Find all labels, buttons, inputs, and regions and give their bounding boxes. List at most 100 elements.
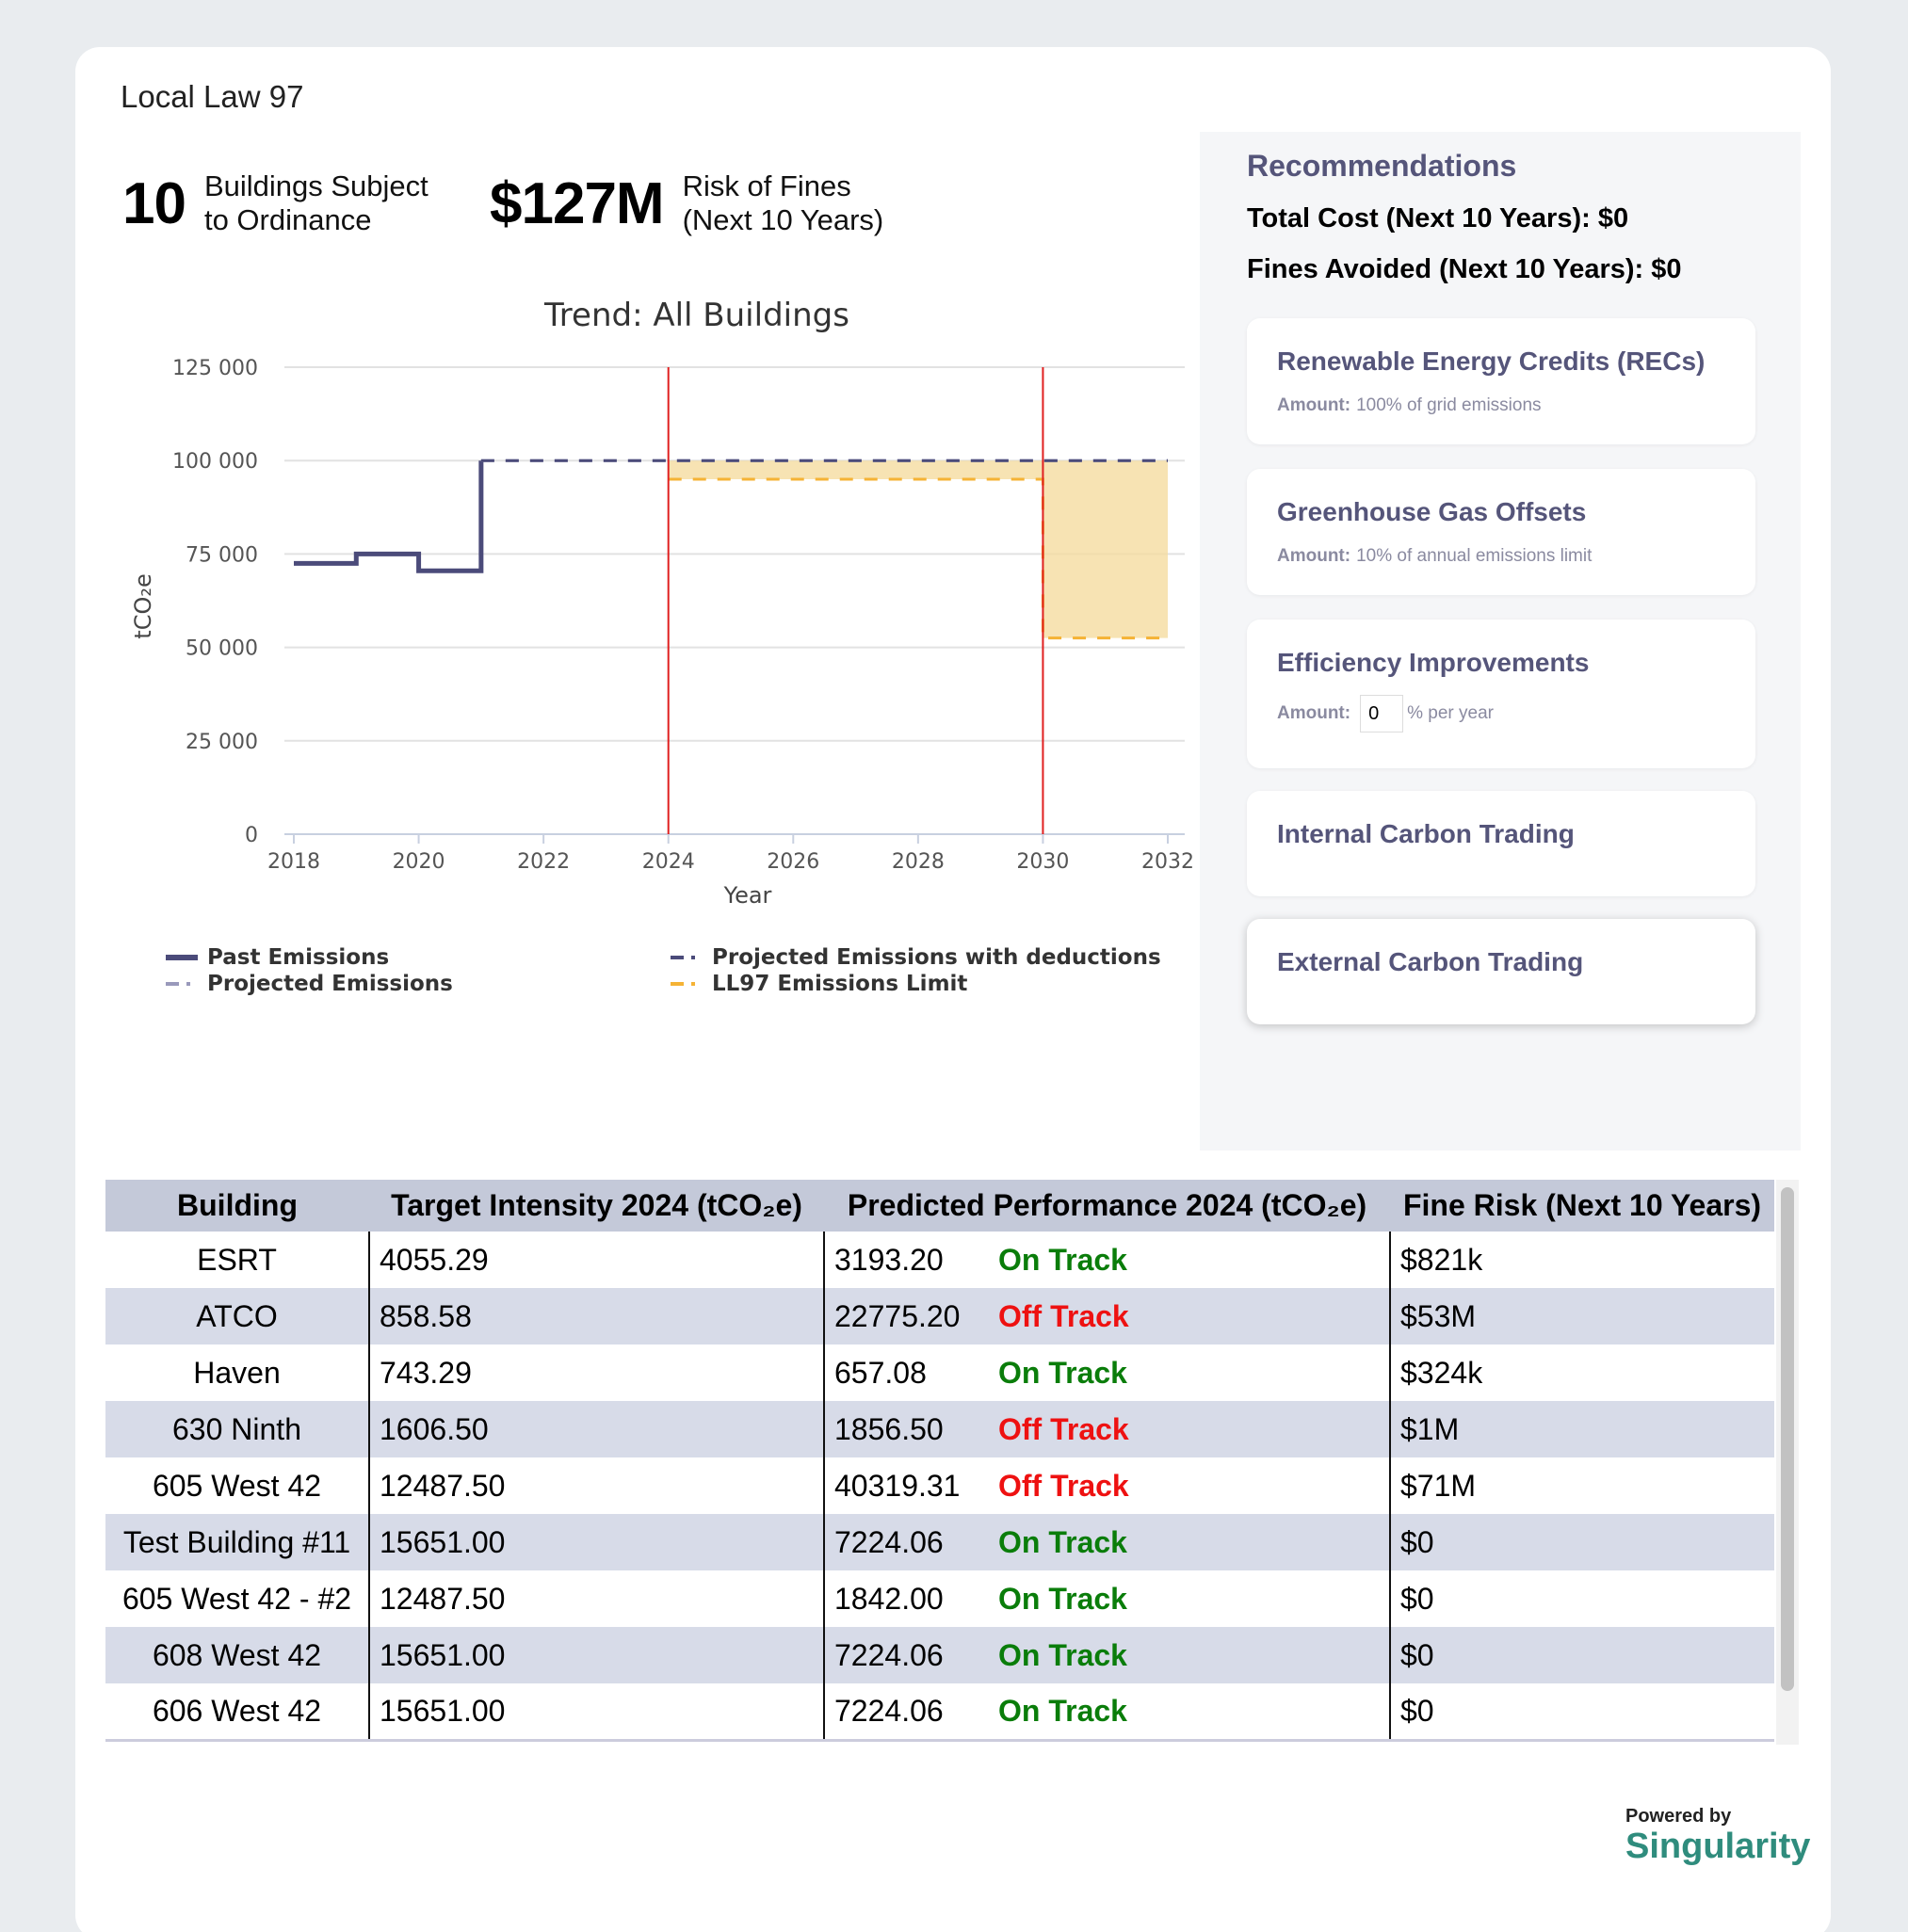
cell-fine-risk: $71M xyxy=(1389,1457,1774,1514)
table-scrollbar[interactable] xyxy=(1776,1180,1799,1745)
legend-ll97-limit[interactable]: LL97 Emissions Limit xyxy=(671,972,967,996)
table-row[interactable]: ESRT 4055.29 3193.20 On Track $821k xyxy=(105,1232,1774,1288)
amount-value: 10% of annual emissions limit xyxy=(1356,546,1593,566)
cell-predicted: 3193.20 On Track xyxy=(823,1232,1390,1288)
cell-fine-risk: $821k xyxy=(1389,1232,1774,1288)
series-line-past-emissions xyxy=(294,460,484,573)
x-tick-label: 2028 xyxy=(892,850,945,874)
status-badge: Off Track xyxy=(998,1468,1129,1503)
cell-building: 605 West 42 xyxy=(152,1468,322,1503)
cell-fine-risk: $0 xyxy=(1389,1627,1774,1683)
table-header-row: Building Target Intensity 2024 (tCO₂e) P… xyxy=(105,1180,1774,1232)
page-title: Local Law 97 xyxy=(121,79,304,114)
cell-building: 606 West 42 xyxy=(105,1683,369,1742)
legend-projected-deductions[interactable]: Projected Emissions with deductions xyxy=(671,945,1161,970)
cell-predicted: 7224.06 On Track xyxy=(823,1514,1390,1570)
status-badge: On Track xyxy=(998,1581,1127,1616)
cell-building: ESRT xyxy=(197,1242,277,1277)
status-badge: On Track xyxy=(998,1524,1127,1559)
amount-suffix: % per year xyxy=(1407,703,1494,724)
col-header-predicted[interactable]: Predicted Performance 2024 (tCO₂e) xyxy=(824,1180,1390,1232)
reco-card-name: Internal Carbon Trading xyxy=(1277,819,1575,848)
legend-label: Projected Emissions xyxy=(207,972,453,996)
predicted-value: 7224.06 xyxy=(834,1524,944,1559)
fines-avoided: Fines Avoided (Next 10 Years): $0 xyxy=(1247,254,1682,284)
status-badge: On Track xyxy=(998,1355,1127,1390)
x-tick-label: 2018 xyxy=(267,850,320,874)
table-row[interactable]: Test Building #11 15651.00 7224.06 On Track… xyxy=(105,1514,1774,1570)
total-cost: Total Cost (Next 10 Years): $0 xyxy=(1247,203,1629,233)
table-row[interactable]: 630 Ninth 1606.50 1856.50 Off Track $1M xyxy=(105,1401,1774,1457)
reco-card-name: External Carbon Trading xyxy=(1277,947,1584,976)
buildings-table-container[interactable]: Building Target Intensity 2024 (tCO₂e) P… xyxy=(105,1180,1799,1745)
cell-building: ATCO xyxy=(105,1288,369,1344)
cell-predicted: 657.08 On Track xyxy=(823,1344,1390,1401)
buildings-table: Building Target Intensity 2024 (tCO₂e) P… xyxy=(105,1180,1774,1742)
status-badge: Off Track xyxy=(998,1298,1129,1333)
reco-card-recs[interactable]: Renewable Energy Credits (RECs) Amount: 1… xyxy=(1247,318,1755,444)
kpi-fines-label-1: Risk of Fines xyxy=(682,169,851,202)
kpi-buildings: 10 Buildings Subject to Ordinance xyxy=(122,169,428,237)
chart-legend: Past Emissions Projected Emissions Proje… xyxy=(166,945,1164,1011)
predicted-value: 40319.31 xyxy=(834,1468,961,1503)
x-tick-label: 2024 xyxy=(642,850,695,874)
cell-building: Haven xyxy=(193,1355,281,1390)
status-badge: On Track xyxy=(998,1242,1127,1277)
cell-fine-risk: $0 xyxy=(1389,1514,1774,1570)
cell-target: 15651.00 xyxy=(368,1514,824,1570)
table-row[interactable]: Haven 743.29 657.08 On Track $324k xyxy=(105,1344,1774,1401)
predicted-value: 7224.06 xyxy=(834,1693,944,1728)
reco-card-efficiency[interactable]: Efficiency Improvements Amount: % per yea… xyxy=(1247,620,1755,768)
cell-predicted: 1856.50 Off Track xyxy=(823,1401,1390,1457)
col-header-building[interactable]: Building xyxy=(105,1180,369,1232)
predicted-value: 7224.06 xyxy=(834,1637,944,1672)
x-tick-label: 2020 xyxy=(393,850,445,874)
col-header-target[interactable]: Target Intensity 2024 (tCO₂e) xyxy=(369,1180,824,1232)
efficiency-percent-input[interactable] xyxy=(1360,695,1404,733)
reco-card-internal-trading[interactable]: Internal Carbon Trading xyxy=(1247,791,1755,896)
status-badge: On Track xyxy=(998,1637,1127,1672)
col-header-fine-risk[interactable]: Fine Risk (Next 10 Years) xyxy=(1390,1180,1774,1232)
cell-fine-risk: $324k xyxy=(1389,1344,1774,1401)
table-row[interactable]: 606 West 42 15651.00 7224.06 On Track $0 xyxy=(105,1683,1774,1742)
cell-building: Test Building #11 xyxy=(105,1514,369,1570)
brand-logo: Singularity xyxy=(1625,1827,1811,1866)
reco-card-ghg-offsets[interactable]: Greenhouse Gas Offsets Amount: 10% of ann… xyxy=(1247,469,1755,595)
cell-target: 1606.50 xyxy=(368,1401,824,1457)
powered-by-label: Powered by xyxy=(1625,1806,1732,1827)
cell-building: 605 West 42 - #2 xyxy=(121,1581,352,1616)
cell-predicted: 7224.06 On Track xyxy=(823,1683,1390,1742)
legend-projected-emissions[interactable]: Projected Emissions xyxy=(166,972,453,996)
legend-label: LL97 Emissions Limit xyxy=(712,972,968,996)
predicted-value: 22775.20 xyxy=(834,1298,961,1333)
kpi-buildings-label-2: to Ordinance xyxy=(203,203,372,236)
status-badge: Off Track xyxy=(998,1411,1129,1446)
kpi-fines-value: $127M xyxy=(490,170,665,236)
predicted-value: 1842.00 xyxy=(834,1581,944,1616)
table-row[interactable]: 608 West 42 15651.00 7224.06 On Track $0 xyxy=(105,1627,1774,1683)
trend-chart: Trend: All Buildings 0 25 000 50 000 75 000 1… xyxy=(113,282,1205,1017)
cell-fine-risk: $0 xyxy=(1389,1683,1774,1742)
cell-target: 858.58 xyxy=(368,1288,824,1344)
table-row[interactable]: 605 West 42 - #2 12487.50 1842.00 On Track $… xyxy=(105,1570,1774,1627)
recommendations-panel: Recommendations Total Cost (Next 10 Year… xyxy=(1200,132,1801,1151)
cell-fine-risk: $53M xyxy=(1389,1288,1774,1344)
legend-past-emissions[interactable]: Past Emissions xyxy=(166,945,389,970)
x-axis-label: Year xyxy=(723,882,772,909)
reco-card-external-trading[interactable]: External Carbon Trading xyxy=(1247,919,1755,1024)
reco-card-name: Greenhouse Gas Offsets xyxy=(1277,497,1587,526)
cell-building: 630 Ninth xyxy=(105,1401,369,1457)
x-tick-label: 2030 xyxy=(1016,850,1069,874)
table-row[interactable]: ATCO 858.58 22775.20 Off Track $53M xyxy=(105,1288,1774,1344)
scrollbar-thumb[interactable] xyxy=(1781,1187,1794,1691)
cell-target: 12487.50 xyxy=(368,1457,824,1514)
amount-value: 100% of grid emissions xyxy=(1356,395,1542,415)
chart-title: Trend: All Buildings xyxy=(543,297,849,334)
legend-label: Projected Emissions with deductions xyxy=(712,945,1161,970)
table-row[interactable]: 605 West 42 12487.50 40319.31 Off Track $71M xyxy=(105,1457,1774,1514)
cell-predicted: 1842.00 On Track xyxy=(823,1570,1390,1627)
legend-swatch-dashed xyxy=(671,956,703,959)
cell-target: 4055.29 xyxy=(368,1232,824,1288)
y-tick-label: 50 000 xyxy=(186,637,258,661)
y-axis-label: tCO₂e xyxy=(130,573,156,638)
